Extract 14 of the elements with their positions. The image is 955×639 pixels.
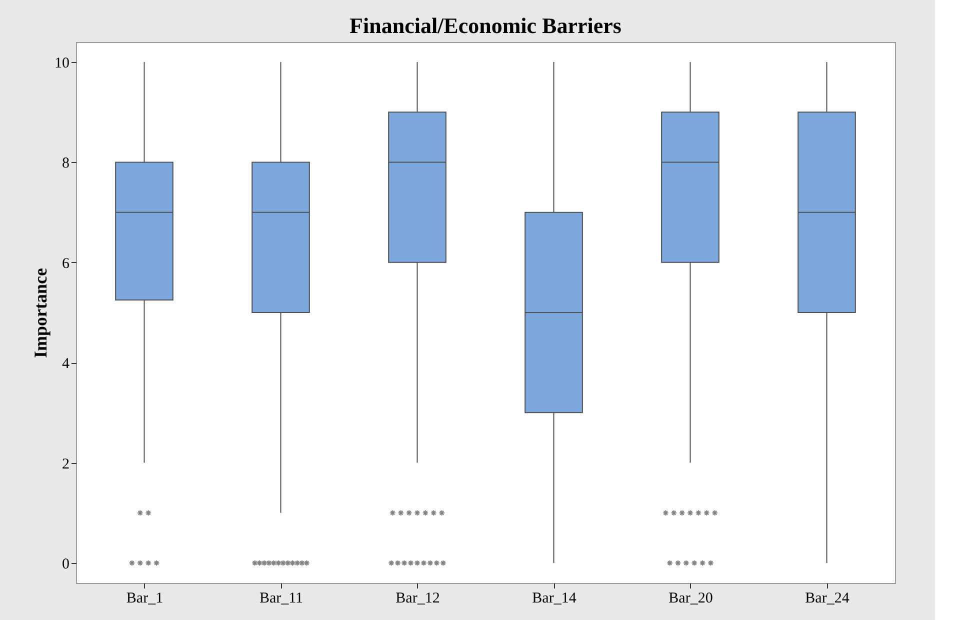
y-tick-label: 4 xyxy=(62,356,70,372)
x-tick-label: Bar_12 xyxy=(396,590,440,606)
x-tick-label: Bar_11 xyxy=(259,590,304,606)
y-tick-label: 6 xyxy=(62,256,70,272)
y-axis-title: Importance xyxy=(30,268,50,358)
y-tick-label: 0 xyxy=(62,556,70,572)
chart-title: Financial/Economic Barriers xyxy=(350,13,622,38)
x-tick-label: Bar_14 xyxy=(532,590,577,606)
y-tick-label: 8 xyxy=(62,156,70,172)
x-tick-label: Bar_20 xyxy=(668,590,713,606)
x-tick-label: Bar_1 xyxy=(126,590,164,606)
x-tick-label: Bar_24 xyxy=(805,590,850,606)
y-tick-label: 2 xyxy=(62,456,70,472)
y-tick-label: 10 xyxy=(54,56,70,72)
